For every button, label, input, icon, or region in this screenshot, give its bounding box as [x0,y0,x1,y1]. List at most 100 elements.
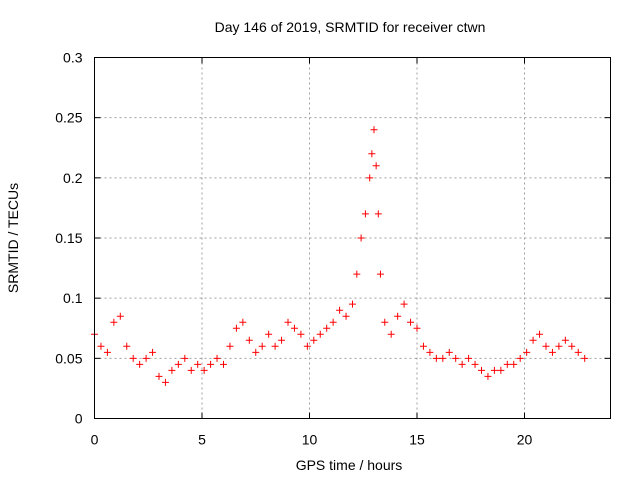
data-point [561,336,569,344]
data-point [516,354,524,362]
data-point [523,348,531,356]
data-point [174,360,182,368]
data-point [168,366,176,374]
data-point [445,348,453,356]
data-point [374,210,382,218]
data-point [574,348,582,356]
x-tick-label: 10 [302,432,318,448]
data-point [366,174,374,182]
data-point [349,300,356,308]
data-point [213,354,221,362]
data-point [452,354,460,362]
y-axis-label: SRMTID / TECUs [5,183,21,293]
data-point [387,330,395,338]
data-point [372,162,380,170]
data-point [400,300,408,308]
data-point [187,366,195,374]
data-point [303,342,311,350]
data-point [110,318,118,326]
x-tick-label: 15 [409,432,425,448]
x-tick-label: 0 [91,432,99,448]
data-point [271,342,279,350]
data-point [394,312,402,320]
data-point [329,318,337,326]
data-point [357,234,365,242]
data-point [497,366,505,374]
data-point [310,336,318,344]
data-point [116,312,124,320]
data-point [381,318,389,326]
data-point [316,330,324,338]
data-point [581,354,589,362]
grid [94,57,611,419]
plot-frame [94,57,611,419]
x-tick-label: 20 [517,432,533,448]
data-point [536,330,544,338]
data-point [336,306,344,314]
y-tick-label: 0 [75,411,83,427]
data-point [458,360,466,368]
data-point [484,372,492,380]
data-point [353,270,361,278]
y-tick-label: 0.3 [63,50,83,66]
data-point [407,318,415,326]
data-point [413,324,421,332]
data-point [323,324,331,332]
data-point [181,354,189,362]
data-point [226,342,234,350]
axis-ticks [94,57,611,419]
data-point [220,360,227,368]
y-tick-label: 0.25 [55,110,82,126]
data-point [297,330,305,338]
data-point [368,150,376,158]
data-point [478,366,485,374]
y-tick-label: 0.15 [55,230,82,246]
data-point [161,378,169,386]
data-point [200,366,208,374]
y-tick-label: 0.1 [63,290,83,306]
data-point [370,126,378,134]
data-point [376,270,384,278]
data-point [232,324,240,332]
y-tick-label: 0.2 [63,170,83,186]
data-point [361,210,369,218]
chart-title: Day 146 of 2019, SRMTID for receiver ctw… [215,19,486,35]
data-point [426,348,434,356]
data-point [471,360,479,368]
x-tick-label: 5 [198,432,206,448]
data-point [239,318,247,326]
data-point [542,342,550,350]
data-point [252,348,260,356]
data-point [207,360,215,368]
data-point [142,354,150,362]
data-point [123,342,131,350]
data-point [245,336,253,344]
data-point [490,366,498,374]
data-point [503,360,511,368]
data-point [439,354,447,362]
data-points [91,126,589,386]
data-point [155,372,163,380]
data-point [465,354,473,362]
data-point [529,336,537,344]
data-point [568,342,576,350]
data-point [555,342,563,350]
data-point [432,354,440,362]
data-point [129,354,137,362]
data-point [419,342,427,350]
data-point [290,324,298,332]
data-point [103,348,111,356]
data-point [258,342,266,350]
data-point [342,312,350,320]
data-point [265,330,273,338]
y-tick-label: 0.05 [55,350,82,366]
data-point [510,360,518,368]
data-point [194,360,202,368]
data-point [278,336,286,344]
data-point [284,318,292,326]
x-axis-label: GPS time / hours [296,457,403,473]
data-point [149,348,157,356]
data-point [97,342,105,350]
data-point [548,348,556,356]
